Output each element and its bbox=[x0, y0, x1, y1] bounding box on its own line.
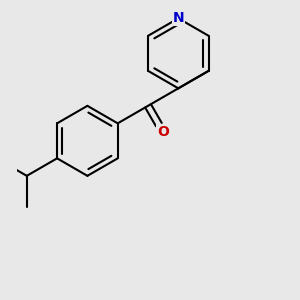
Text: O: O bbox=[157, 125, 169, 139]
Text: N: N bbox=[172, 11, 184, 25]
